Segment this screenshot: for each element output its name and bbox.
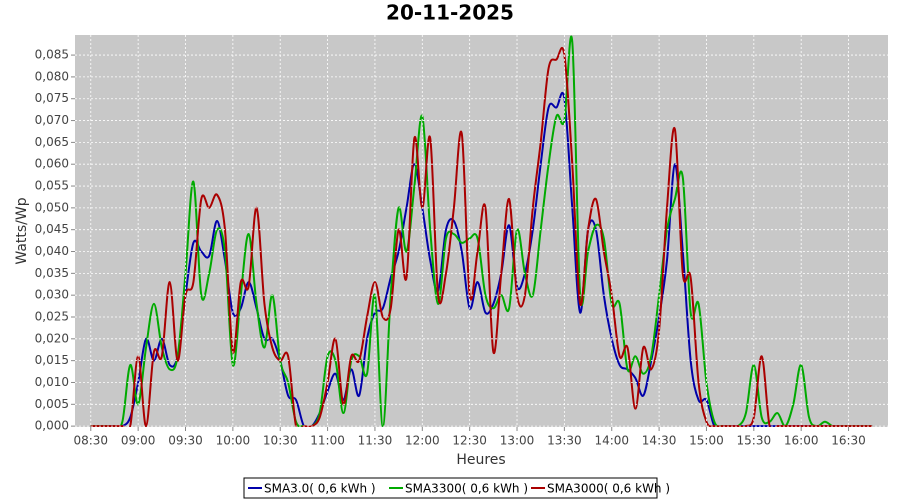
y-tick-label: 0,035: [35, 266, 69, 280]
y-tick-label: 0,005: [35, 397, 69, 411]
x-tick-label: 13:00: [500, 434, 535, 448]
x-tick-label: 09:30: [168, 434, 203, 448]
x-tick-label: 11:00: [310, 434, 345, 448]
x-tick-label: 13:30: [547, 434, 582, 448]
x-tick-label: 10:30: [263, 434, 298, 448]
y-tick-label: 0,085: [35, 48, 69, 62]
y-tick-label: 0,010: [35, 375, 69, 389]
y-tick-label: 0,065: [35, 135, 69, 149]
y-tick-label: 0,030: [35, 288, 69, 302]
legend-label: SMA3000( 0,6 kWh ): [547, 482, 670, 496]
plot-area: [75, 35, 888, 427]
x-tick-label: 09:00: [121, 434, 156, 448]
y-tick-label: 0,045: [35, 222, 69, 236]
x-tick-label: 15:30: [737, 434, 772, 448]
series-line: [90, 47, 873, 427]
legend: [243, 477, 658, 499]
y-tick-label: 0,000: [35, 419, 69, 433]
y-tick-label: 0,060: [35, 157, 69, 171]
y-tick-label: 0,040: [35, 244, 69, 258]
y-tick-label: 0,070: [35, 113, 69, 127]
legend-label: SMA3300( 0,6 kWh ): [405, 482, 528, 496]
x-tick-label: 10:00: [216, 434, 251, 448]
x-tick-label: 08:30: [73, 434, 108, 448]
y-tick-label: 0,055: [35, 179, 69, 193]
x-tick-label: 14:00: [594, 434, 629, 448]
x-tick-label: 11:30: [358, 434, 393, 448]
legend-label: SMA3.0( 0,6 kWh ): [264, 482, 376, 496]
y-tick-label: 0,075: [35, 91, 69, 105]
x-tick-label: 14:30: [642, 434, 677, 448]
x-tick-label: 15:00: [689, 434, 724, 448]
y-tick-label: 0,020: [35, 331, 69, 345]
x-tick-label: 16:00: [784, 434, 819, 448]
chart-title: 20-11-2025: [386, 1, 514, 25]
x-tick-label: 12:30: [452, 434, 487, 448]
x-tick-label: 12:00: [405, 434, 440, 448]
x-axis-label: Heures: [456, 452, 505, 468]
y-tick-label: 0,050: [35, 200, 69, 214]
y-tick-label: 0,080: [35, 69, 69, 83]
x-tick-label: 16:30: [831, 434, 866, 448]
y-tick-label: 0,015: [35, 353, 69, 367]
y-tick-label: 0,025: [35, 309, 69, 323]
y-axis-label: Watts/Wp: [14, 197, 30, 264]
